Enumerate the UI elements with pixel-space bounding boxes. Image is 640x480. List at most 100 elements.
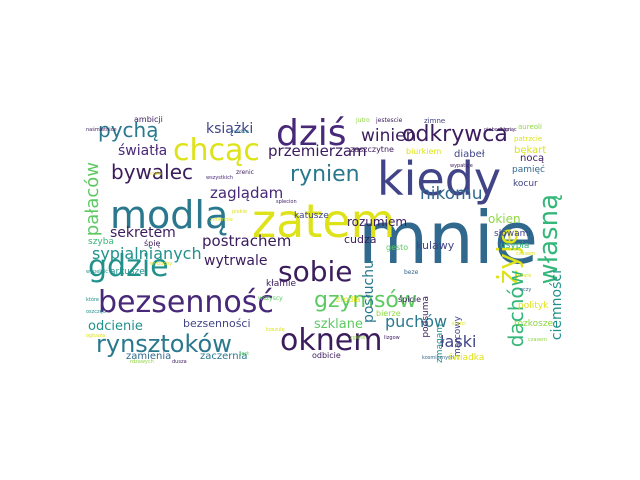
cloud-word: zimne (424, 117, 446, 125)
cloud-word: splecion (276, 199, 297, 205)
cloud-word: zamienia (126, 351, 172, 362)
cloud-word: puchów (385, 312, 448, 331)
cloud-word: ambicji (134, 115, 163, 124)
cloud-word: zatem (252, 194, 396, 248)
cloud-word: oknem (280, 323, 383, 358)
cloud-word: pałaców (82, 162, 103, 237)
cloud-word: zrenic (236, 169, 254, 176)
cloud-word: kocur (513, 179, 538, 189)
cloud-word: łaski (440, 332, 477, 351)
cloud-word: wybuchy (150, 261, 173, 267)
cloud-word: ogłusza (86, 333, 106, 339)
cloud-word: diabeł (454, 149, 485, 160)
cloud-word: wypatuje (450, 163, 473, 169)
cloud-word: odbicie (312, 351, 341, 360)
cloud-word: podsuma (421, 296, 431, 338)
cloud-word: lizgow (384, 335, 400, 341)
cloud-word: zrodła (336, 295, 361, 304)
cloud-word: naśmietnice (86, 127, 117, 133)
cloud-word: arkusze (110, 267, 145, 277)
cloud-word: nocą (520, 153, 545, 164)
cloud-word: jest (240, 351, 250, 357)
cloud-word: usypia (500, 241, 530, 251)
cloud-word: szyba (88, 237, 114, 247)
cloud-word: beze (404, 269, 419, 276)
cloud-word: oszczęd (86, 309, 106, 315)
cloud-word: piekle (232, 209, 247, 215)
cloud-word: nikomu (420, 184, 483, 204)
cloud-word: koszulę (266, 327, 285, 333)
cloud-word: sekretem (110, 225, 176, 241)
cloud-word: sterci (452, 321, 466, 327)
cloud-word: czasem (516, 251, 535, 257)
cloud-word: wszyscy (258, 295, 283, 302)
cloud-word: rozkosze (514, 319, 554, 329)
cloud-word: zaglądam (210, 184, 284, 202)
cloud-word: gdzie (88, 249, 169, 284)
cloud-word: sobie (278, 255, 353, 288)
cloud-word: sypialnianych (92, 244, 202, 263)
word-cloud: mnie zatem kiedy modlą chcąc dziś oknem … (80, 110, 566, 370)
cloud-word: aureoli (518, 123, 542, 131)
cloud-word: nieboskłon (484, 127, 512, 133)
cloud-word: mnie (358, 196, 539, 280)
cloud-word: winien (361, 126, 417, 146)
cloud-word: postrachem (202, 232, 292, 250)
cloud-word: szare (518, 273, 532, 279)
cloud-word: odcienie (88, 319, 143, 334)
cloud-word: bękart (514, 145, 547, 156)
cloud-word: szklane (314, 317, 363, 332)
cloud-word: rynsztoków (96, 330, 232, 358)
cloud-word: polityk (518, 301, 549, 311)
cloud-word: zaczernia (200, 351, 248, 362)
cloud-word: rynien (290, 162, 360, 187)
cloud-word: odkrywca (402, 122, 508, 147)
cloud-word: katusze (294, 211, 329, 221)
cloud-word: okien (488, 212, 521, 226)
cloud-word: modlą (110, 193, 229, 237)
cloud-word: bezsenność (98, 285, 274, 320)
cloud-word: kiedy (377, 152, 502, 206)
cloud-word: czasem (528, 337, 547, 343)
cloud-word: które (86, 297, 99, 303)
cloud-word: śpicie (398, 295, 422, 304)
cloud-word: światła (118, 143, 168, 159)
cloud-word: śpię (144, 239, 161, 248)
cloud-word: wytrwale (204, 253, 268, 269)
cloud-word: rozumiem (347, 215, 408, 229)
cloud-word: słowami (494, 229, 531, 239)
cloud-word: kosmicznych (422, 355, 455, 361)
cloud-word: kulawy (416, 239, 455, 252)
cloud-word: ciało (150, 171, 162, 177)
cloud-word: ciemności (549, 270, 565, 341)
cloud-word: gzymsów (314, 288, 417, 313)
cloud-word: dusza (172, 359, 187, 365)
cloud-word: wszystkich (206, 175, 234, 181)
cloud-word: kłamie (266, 279, 297, 289)
cloud-word: jestescie (376, 117, 403, 124)
cloud-word: zaszczytne (350, 145, 394, 154)
cloud-word: świadka (448, 353, 485, 363)
cloud-word: patrzcie (514, 135, 543, 143)
cloud-word: cudza (344, 233, 377, 246)
cloud-word: rdzawych (130, 359, 154, 365)
cloud-word: pamięć (512, 165, 545, 175)
cloud-word: biurkiem (406, 147, 442, 156)
cloud-word: nakłon (232, 129, 249, 135)
cloud-word: posłuchu (361, 260, 377, 324)
cloud-word: jutro (356, 117, 370, 124)
cloud-word: wypełnić (86, 269, 109, 275)
cloud-word: zmiennie (210, 217, 233, 223)
cloud-word: drapiąc (498, 127, 517, 133)
cloud-word: zgięte (350, 335, 366, 341)
cloud-word: pychą (98, 118, 159, 142)
cloud-word: bezsenności (183, 317, 251, 330)
cloud-word: oczy (520, 287, 532, 293)
cloud-word: chcąc (173, 133, 260, 168)
cloud-word: przemierzam (268, 142, 367, 160)
cloud-word: dziś (276, 113, 347, 154)
cloud-word: gesto (386, 243, 409, 252)
cloud-word: bywalec (111, 160, 194, 184)
cloud-word: książki (206, 121, 254, 137)
